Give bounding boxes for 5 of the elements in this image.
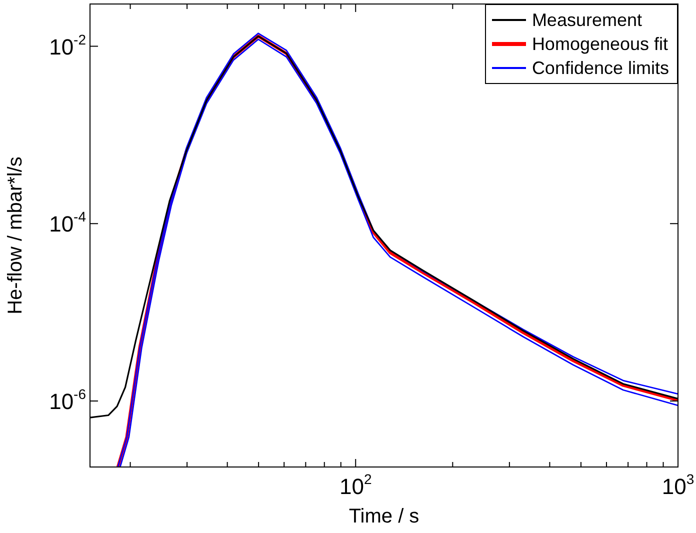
x-axis-title: Time / s <box>348 506 420 528</box>
legend-label: Measurement <box>532 10 642 30</box>
y-axis-title: He-flow / mbar*l/s <box>4 156 27 314</box>
legend-label: Confidence limits <box>532 58 669 78</box>
legend-label: Homogeneous fit <box>532 34 668 54</box>
